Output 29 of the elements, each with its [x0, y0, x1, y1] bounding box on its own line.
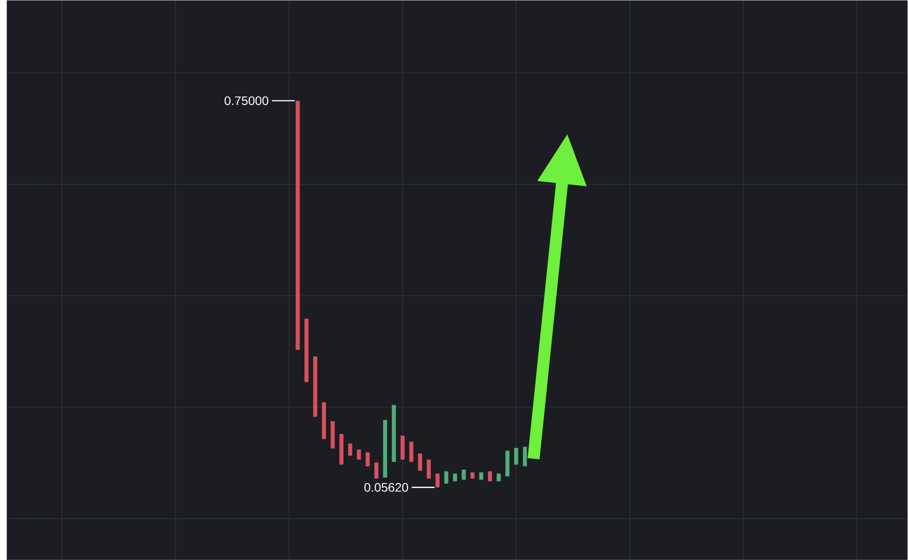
candlestick	[339, 434, 344, 464]
candlestick	[462, 469, 466, 480]
candlestick	[496, 473, 501, 482]
candlestick	[514, 448, 518, 464]
candlestick	[488, 471, 492, 482]
candlestick	[505, 450, 510, 476]
candlestick	[296, 100, 300, 350]
candlestick	[383, 420, 388, 478]
annotation: 0.05620	[364, 482, 408, 492]
candlestick	[453, 473, 458, 482]
candlestick	[436, 473, 440, 488]
candlestick	[418, 453, 422, 471]
candlestick	[470, 472, 474, 478]
candlestick	[479, 472, 484, 480]
candlestick	[313, 356, 318, 417]
candlestick	[356, 449, 361, 460]
candlestick	[522, 446, 527, 466]
text: 0.75000	[224, 96, 268, 105]
candlestick	[330, 421, 335, 448]
candlestick	[304, 318, 308, 382]
candlestick	[322, 402, 326, 439]
candlestick	[366, 452, 370, 466]
candlestick	[409, 442, 414, 462]
candlestick	[426, 459, 431, 478]
candlestick	[400, 435, 405, 460]
candlestick	[392, 404, 396, 462]
candlestick	[444, 471, 448, 484]
candlestick	[374, 462, 378, 478]
candlestick	[348, 443, 352, 456]
